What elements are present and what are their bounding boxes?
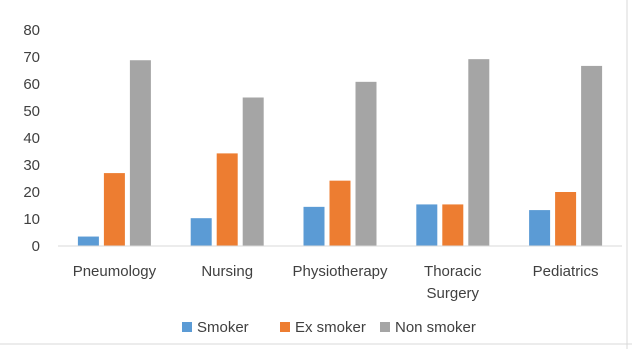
bar-non-smoker [355,81,377,246]
y-tick-label: 40 [23,130,40,147]
y-tick-label: 50 [23,103,40,120]
legend-label: Ex smoker [295,319,366,336]
y-tick-label: 30 [23,157,40,174]
x-tick-label: Physiotherapy [292,263,388,280]
bar-ex-smoker [103,173,125,246]
legend: Smoker Ex smoker Non smoker [182,319,476,336]
x-axis-category-labels: Pneumology Nursing Physiotherapy Thoracic Su… [73,263,599,302]
bar-smoker [303,206,325,246]
x-tick-label: Thoracic [424,263,482,280]
bar-ex-smoker [329,180,351,246]
y-tick-label: 20 [23,184,40,201]
bar-non-smoker [468,59,490,246]
bar-non-smoker [242,97,264,246]
legend-swatch [380,322,390,332]
y-axis-tick-labels: 0 10 20 30 40 50 60 70 80 [23,22,40,255]
bar-smoker [190,218,212,246]
x-tick-label: Pediatrics [533,263,599,280]
y-tick-label: 70 [23,49,40,66]
legend-label: Smoker [197,319,249,336]
legend-swatch [182,322,192,332]
bar-smoker [77,236,99,246]
y-tick-label: 80 [23,22,40,39]
legend-label: Non smoker [395,319,476,336]
bars [77,59,603,246]
y-tick-label: 60 [23,76,40,93]
bar-non-smoker [129,60,151,246]
bar-smoker [529,210,551,246]
x-tick-label: Surgery [427,285,480,302]
bar-smoker [416,204,438,246]
x-tick-label: Nursing [201,263,253,280]
y-tick-label: 0 [32,238,40,255]
bar-ex-smoker [555,192,577,246]
bar-non-smoker [581,65,603,246]
x-tick-label: Pneumology [73,263,157,280]
bar-ex-smoker [442,204,464,246]
legend-swatch [280,322,290,332]
y-tick-label: 10 [23,211,40,228]
bar-ex-smoker [216,153,238,246]
